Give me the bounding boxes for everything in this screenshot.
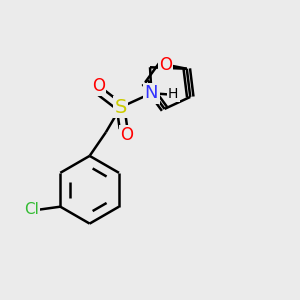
Text: O: O [121, 126, 134, 144]
Text: H: H [168, 87, 178, 101]
Text: S: S [114, 98, 127, 117]
Text: N: N [145, 84, 158, 102]
Text: O: O [159, 56, 172, 74]
Text: O: O [92, 76, 105, 94]
Text: Cl: Cl [24, 202, 39, 217]
